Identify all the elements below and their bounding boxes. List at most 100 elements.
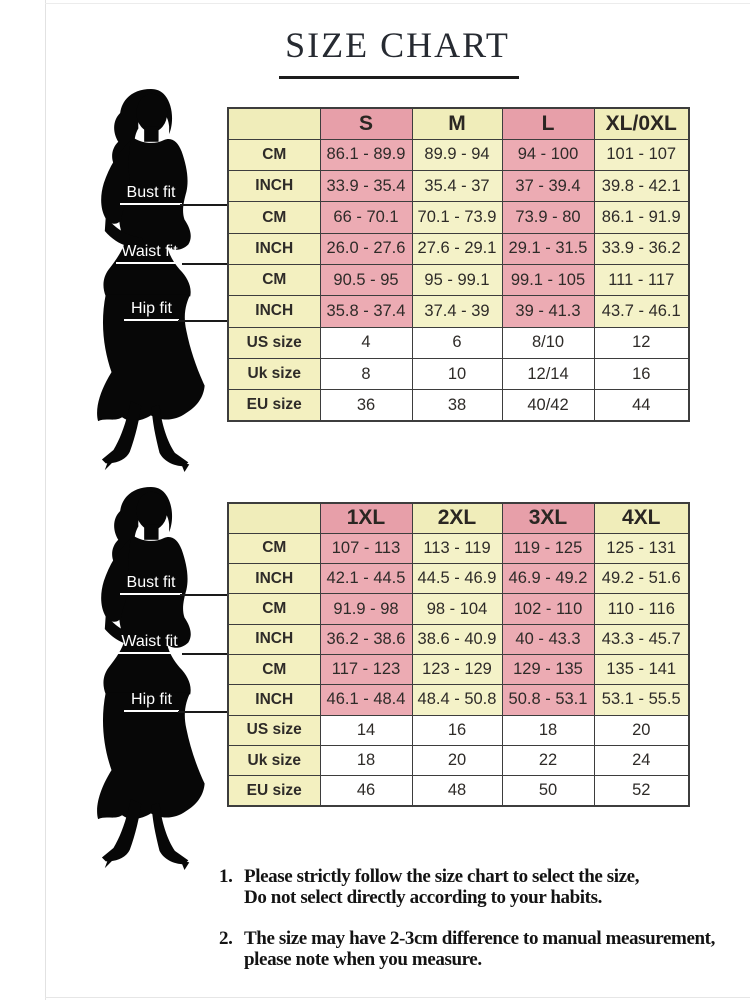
size-value-cell: 66 - 70.1 (319, 201, 413, 234)
page-title: SIZE CHART (285, 25, 510, 65)
size-value-cell: 49.2 - 51.6 (593, 563, 690, 595)
table-row: US size 14 16 18 20 (227, 714, 690, 746)
size-value-cell: 39 - 41.3 (501, 295, 595, 328)
waist-fit-label-2: Waist fit (116, 633, 183, 654)
table-row: EU size 36 38 40/42 44 (227, 389, 690, 422)
size-value-cell: 101 - 107 (593, 138, 690, 172)
size-value-cell: 40/42 (501, 389, 595, 422)
hip-fit-label-2: Hip fit (124, 691, 179, 712)
size-col-header: 3XL (501, 502, 595, 534)
row-label: CM (227, 532, 321, 565)
size-value-cell: 102 - 110 (501, 593, 595, 625)
size-value-cell: 14 (319, 714, 413, 746)
size-col-header: S (319, 107, 413, 140)
row-label: INCH (227, 684, 321, 716)
bust-fit-line-2 (180, 594, 228, 596)
size-value-cell: 38 (411, 389, 503, 422)
size-value-cell: 135 - 141 (593, 653, 690, 686)
size-value-cell: 38.6 - 40.9 (411, 623, 503, 655)
woman-silhouette-icon (76, 484, 220, 873)
size-value-cell: 89.9 - 94 (411, 138, 503, 172)
size-value-cell: 16 (593, 357, 690, 391)
size-value-cell: 36.2 - 38.6 (319, 623, 413, 655)
note-item-2: 2. The size may have 2-3cm difference to… (219, 928, 739, 970)
size-col-header: 4XL (593, 502, 690, 534)
size-value-cell: 48.4 - 50.8 (411, 684, 503, 716)
size-value-cell: 117 - 123 (319, 653, 413, 686)
size-value-cell: 95 - 99.1 (411, 263, 503, 297)
row-label: INCH (227, 170, 321, 203)
size-value-cell: 22 (501, 744, 595, 777)
bust-fit-label-1: Bust fit (120, 184, 182, 205)
hip-fit-label-1: Hip fit (124, 300, 179, 321)
row-label: INCH (227, 295, 321, 328)
size-value-cell: 26.0 - 27.6 (319, 232, 413, 265)
size-table-2: 1XL 2XL 3XL 4XL CM 107 - 113 113 - 119 119 - 12… (227, 502, 690, 807)
table-row: INCH 26.0 - 27.6 27.6 - 29.1 29.1 - 31.5 33.… (227, 232, 690, 265)
row-label: Uk size (227, 744, 321, 777)
size-header-row: 1XL 2XL 3XL 4XL (227, 502, 690, 534)
size-value-cell: 33.9 - 36.2 (593, 232, 690, 265)
size-value-cell: 35.4 - 37 (411, 170, 503, 203)
table-row: EU size 46 48 50 52 (227, 775, 690, 807)
size-value-cell: 44 (593, 389, 690, 422)
size-value-cell: 36 (319, 389, 413, 422)
row-label: CM (227, 653, 321, 686)
photo-top-edge-line (45, 3, 750, 4)
waist-fit-label-1: Waist fit (116, 243, 183, 264)
size-value-cell: 39.8 - 42.1 (593, 170, 690, 203)
size-value-cell: 99.1 - 105 (501, 263, 595, 297)
size-value-cell: 20 (593, 714, 690, 746)
row-label: CM (227, 138, 321, 172)
size-value-cell: 8 (319, 357, 413, 391)
size-col-header: XL/0XL (593, 107, 690, 140)
row-label: EU size (227, 389, 321, 422)
photo-left-edge-line (45, 0, 46, 1000)
bust-fit-line-1 (180, 204, 228, 206)
row-label: CM (227, 201, 321, 234)
size-value-cell: 129 - 135 (501, 653, 595, 686)
size-value-cell: 27.6 - 29.1 (411, 232, 503, 265)
row-label: CM (227, 593, 321, 625)
table-row: INCH 46.1 - 48.4 48.4 - 50.8 50.8 - 53.1 53.… (227, 684, 690, 716)
table-row: Uk size 8 10 12/14 16 (227, 357, 690, 391)
size-value-cell: 94 - 100 (501, 138, 595, 172)
row-label: EU size (227, 775, 321, 807)
size-header-empty-cell (227, 107, 321, 140)
size-col-header: 2XL (411, 502, 503, 534)
title-underline (279, 76, 519, 79)
size-header-row: S M L XL/0XL (227, 107, 690, 140)
size-value-cell: 8/10 (501, 326, 595, 359)
row-label: CM (227, 263, 321, 297)
size-value-cell: 16 (411, 714, 503, 746)
size-col-header: L (501, 107, 595, 140)
waist-fit-line-1 (182, 263, 228, 265)
size-value-cell: 98 - 104 (411, 593, 503, 625)
bust-fit-label-2: Bust fit (120, 574, 182, 595)
size-value-cell: 107 - 113 (319, 532, 413, 565)
table-row: CM 86.1 - 89.9 89.9 - 94 94 - 100 101 - 107 (227, 138, 690, 172)
hip-fit-line-1 (178, 320, 228, 322)
size-value-cell: 42.1 - 44.5 (319, 563, 413, 595)
table-row: CM 90.5 - 95 95 - 99.1 99.1 - 105 111 - 117 (227, 263, 690, 297)
size-value-cell: 18 (319, 744, 413, 777)
table-row: INCH 33.9 - 35.4 35.4 - 37 37 - 39.4 39.8 - … (227, 170, 690, 203)
size-value-cell: 111 - 117 (593, 263, 690, 297)
size-value-cell: 48 (411, 775, 503, 807)
size-value-cell: 46 (319, 775, 413, 807)
size-value-cell: 86.1 - 89.9 (319, 138, 413, 172)
table-row: CM 117 - 123 123 - 129 129 - 135 135 - 141 (227, 653, 690, 686)
size-value-cell: 110 - 116 (593, 593, 690, 625)
row-label: INCH (227, 563, 321, 595)
size-value-cell: 91.9 - 98 (319, 593, 413, 625)
size-col-header: M (411, 107, 503, 140)
size-value-cell: 33.9 - 35.4 (319, 170, 413, 203)
row-label: INCH (227, 623, 321, 655)
size-value-cell: 86.1 - 91.9 (593, 201, 690, 234)
size-value-cell: 43.3 - 45.7 (593, 623, 690, 655)
size-value-cell: 35.8 - 37.4 (319, 295, 413, 328)
size-value-cell: 40 - 43.3 (501, 623, 595, 655)
table-row: INCH 36.2 - 38.6 38.6 - 40.9 40 - 43.3 43.3 … (227, 623, 690, 655)
note-number: 2. (219, 928, 233, 949)
row-label: INCH (227, 232, 321, 265)
